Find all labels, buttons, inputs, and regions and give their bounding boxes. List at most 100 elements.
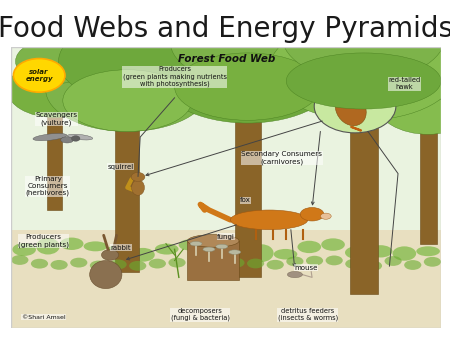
Ellipse shape — [299, 0, 428, 45]
Ellipse shape — [12, 239, 36, 249]
Ellipse shape — [84, 244, 107, 263]
Ellipse shape — [250, 239, 274, 258]
Ellipse shape — [60, 245, 84, 259]
Ellipse shape — [392, 247, 416, 257]
Ellipse shape — [61, 137, 73, 143]
Text: fox: fox — [240, 197, 251, 203]
Bar — [116, 117, 139, 272]
Ellipse shape — [108, 243, 131, 261]
Ellipse shape — [226, 242, 250, 251]
Ellipse shape — [345, 261, 362, 270]
Text: detritus feeders
(insects & worms): detritus feeders (insects & worms) — [278, 308, 338, 321]
Ellipse shape — [216, 244, 228, 249]
Ellipse shape — [325, 96, 350, 105]
Ellipse shape — [90, 261, 122, 289]
Ellipse shape — [377, 73, 450, 134]
Ellipse shape — [297, 242, 321, 255]
Text: ©Shari Amsel: ©Shari Amsel — [22, 315, 65, 320]
Ellipse shape — [170, 0, 325, 84]
Ellipse shape — [269, 19, 450, 120]
Ellipse shape — [384, 261, 402, 270]
Ellipse shape — [230, 210, 308, 230]
Text: solar
energy: solar energy — [25, 69, 53, 82]
Bar — [47, 112, 62, 210]
Ellipse shape — [36, 243, 60, 258]
Ellipse shape — [385, 50, 450, 101]
Ellipse shape — [158, 28, 338, 123]
Ellipse shape — [288, 271, 302, 277]
Circle shape — [131, 172, 145, 182]
Circle shape — [14, 58, 65, 92]
Ellipse shape — [188, 255, 205, 264]
Ellipse shape — [63, 70, 192, 131]
Ellipse shape — [16, 39, 93, 84]
Ellipse shape — [227, 255, 244, 265]
Ellipse shape — [70, 257, 87, 267]
Ellipse shape — [58, 22, 196, 101]
Ellipse shape — [424, 258, 441, 268]
Bar — [419, 126, 436, 244]
Ellipse shape — [50, 258, 68, 267]
Bar — [235, 109, 261, 277]
Bar — [11, 230, 441, 328]
Ellipse shape — [31, 256, 48, 266]
Text: red-tailed
hawk: red-tailed hawk — [388, 77, 421, 90]
Circle shape — [314, 79, 396, 133]
Ellipse shape — [365, 261, 382, 271]
Ellipse shape — [90, 261, 107, 270]
Ellipse shape — [7, 62, 102, 118]
Ellipse shape — [109, 257, 126, 267]
Text: Forest Food Web: Forest Food Web — [177, 54, 275, 64]
FancyArrowPatch shape — [351, 127, 361, 130]
Ellipse shape — [320, 213, 331, 219]
Ellipse shape — [68, 134, 93, 140]
Text: decomposers
(fungi & bacteria): decomposers (fungi & bacteria) — [171, 308, 230, 321]
Ellipse shape — [416, 246, 440, 260]
Ellipse shape — [229, 250, 241, 255]
Ellipse shape — [129, 260, 146, 270]
Ellipse shape — [300, 208, 324, 221]
Ellipse shape — [247, 261, 264, 270]
Ellipse shape — [168, 259, 185, 269]
Ellipse shape — [33, 134, 67, 141]
Bar — [11, 47, 441, 230]
Ellipse shape — [155, 244, 179, 252]
Text: squirrel: squirrel — [108, 164, 134, 170]
Circle shape — [72, 136, 80, 141]
Ellipse shape — [335, 92, 366, 126]
Ellipse shape — [149, 258, 166, 267]
Ellipse shape — [188, 235, 239, 247]
Ellipse shape — [306, 261, 323, 270]
Ellipse shape — [45, 47, 209, 131]
Ellipse shape — [404, 261, 421, 271]
Ellipse shape — [131, 180, 144, 195]
Ellipse shape — [345, 241, 369, 253]
Text: Primary
Consumers
(herbivores): Primary Consumers (herbivores) — [26, 176, 70, 196]
Bar — [350, 98, 378, 294]
Ellipse shape — [175, 53, 321, 120]
Text: rabbit: rabbit — [111, 245, 131, 251]
Ellipse shape — [202, 238, 226, 255]
Text: Secondary Consumers
(carnivores): Secondary Consumers (carnivores) — [242, 151, 323, 165]
Text: Producers
(green plants): Producers (green plants) — [18, 234, 69, 248]
Ellipse shape — [190, 241, 202, 246]
Ellipse shape — [369, 245, 392, 264]
Text: Scavengers
(vulture): Scavengers (vulture) — [35, 112, 77, 126]
Ellipse shape — [203, 247, 215, 251]
Ellipse shape — [11, 255, 28, 264]
Text: mouse: mouse — [294, 265, 317, 270]
Ellipse shape — [286, 53, 441, 109]
Text: Producers
(green plants making nutrients
with photosynthesis): Producers (green plants making nutrients… — [122, 66, 226, 87]
Ellipse shape — [131, 249, 155, 261]
Ellipse shape — [321, 240, 345, 254]
Text: fungi: fungi — [217, 234, 235, 240]
Ellipse shape — [179, 239, 202, 258]
Ellipse shape — [102, 249, 119, 260]
Ellipse shape — [274, 235, 297, 254]
Ellipse shape — [208, 255, 225, 265]
Bar — [188, 241, 239, 280]
Ellipse shape — [282, 0, 446, 81]
Ellipse shape — [286, 257, 303, 266]
Text: Food Webs and Energy Pyramids: Food Webs and Energy Pyramids — [0, 15, 450, 43]
Ellipse shape — [326, 255, 343, 265]
